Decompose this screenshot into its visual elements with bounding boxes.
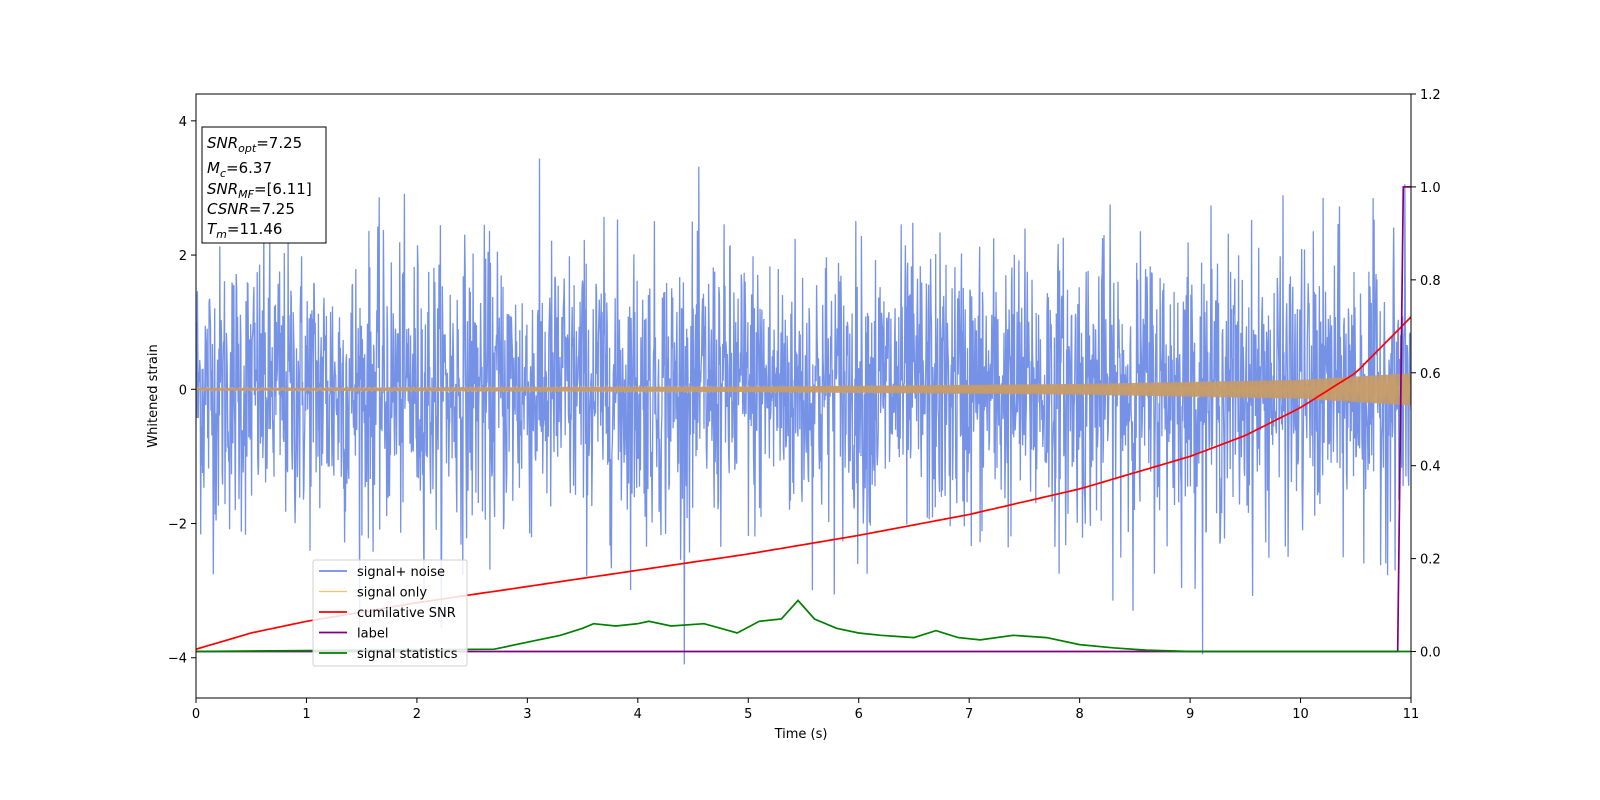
x-tick-label: 6 xyxy=(855,707,863,722)
info-line: SNRopt=7.25 xyxy=(207,134,302,155)
x-tick-label: 8 xyxy=(1075,707,1083,722)
legend: signal+ noise signal only cumilative SNR la… xyxy=(312,559,468,667)
x-tick-label: 0 xyxy=(192,707,200,722)
x-tick-label: 9 xyxy=(1186,707,1194,722)
y-left-tick-label: −2 xyxy=(168,518,187,533)
x-tick-label: 1 xyxy=(302,707,310,722)
legend-frame xyxy=(312,559,468,667)
x-axis-label: Time (s) xyxy=(774,727,828,742)
plot-frame xyxy=(195,93,1412,699)
y-right-tick-label: 1.2 xyxy=(1420,88,1441,103)
y-left-tick-label: −4 xyxy=(168,652,187,667)
y-right-tick-label: 0.8 xyxy=(1420,274,1441,289)
legend-label: cumilative SNR xyxy=(357,606,456,621)
x-tick-label: 10 xyxy=(1292,707,1309,722)
y-right-tick-label: 0.0 xyxy=(1420,646,1441,661)
x-tick-label: 11 xyxy=(1403,707,1420,722)
series-signal-only-envelope xyxy=(196,373,1411,406)
y-axis-label: Whitened strain xyxy=(146,344,161,447)
y-left-tick-label: 0 xyxy=(179,383,187,398)
x-tick-label: 3 xyxy=(523,707,531,722)
x-tick-label: 7 xyxy=(965,707,973,722)
info-box-frame xyxy=(201,126,327,244)
info-line: Tm=11.46 xyxy=(207,220,282,241)
series-label-line xyxy=(196,186,1411,653)
legend-label: label xyxy=(357,627,388,642)
x-tick-label: 2 xyxy=(413,707,421,722)
x-tick-label: 5 xyxy=(744,707,752,722)
series-signal-statistics-line xyxy=(196,599,1411,653)
y-right-tick-label: 0.4 xyxy=(1420,460,1441,475)
series-signal-noise-line xyxy=(196,158,1411,665)
info-line: CSNR=7.25 xyxy=(207,200,295,218)
legend-label: signal statistics xyxy=(357,647,458,662)
y-right-tick-label: 0.2 xyxy=(1420,553,1441,568)
y-right-tick-label: 1.0 xyxy=(1420,181,1441,196)
legend-label: signal+ noise xyxy=(357,565,445,580)
info-line: SNRMF=[6.11] xyxy=(207,180,312,201)
y-left-tick-label: 2 xyxy=(179,249,187,264)
info-line: Mc=6.37 xyxy=(207,159,272,180)
y-right-tick-label: 0.6 xyxy=(1420,367,1441,382)
x-tick-label: 4 xyxy=(634,707,642,722)
legend-label: signal only xyxy=(357,586,427,601)
y-left-tick-label: 4 xyxy=(179,115,187,130)
